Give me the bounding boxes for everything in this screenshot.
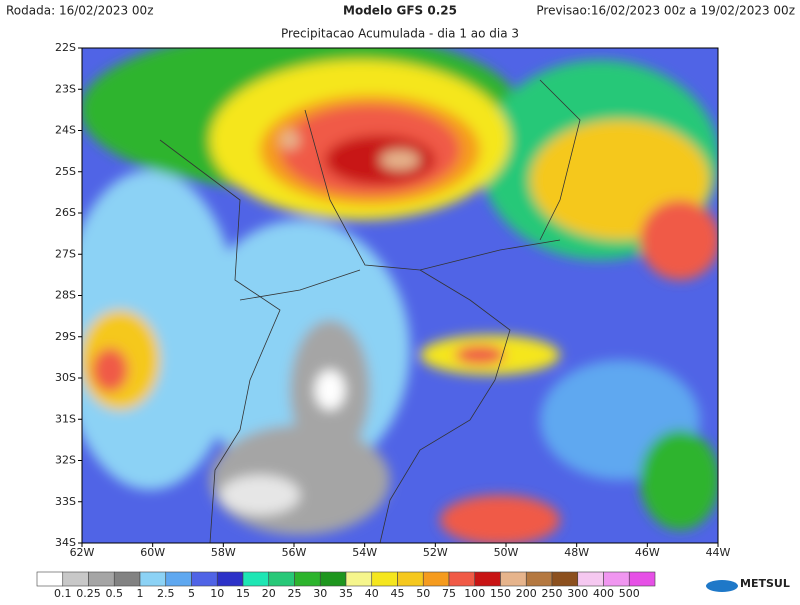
legend-swatch [216,571,244,587]
legend-label: 0.5 [106,587,124,600]
legend-swatch [500,571,527,587]
lon-label: 58W [211,546,236,559]
borders [159,79,581,543]
legend-label: 75 [442,587,456,600]
legend-swatch [603,571,630,587]
legend-swatch [474,571,501,587]
lat-label: 29S [55,330,76,343]
lat-label: 25S [55,165,76,178]
lat-label: 27S [55,247,76,260]
legend-label: 20 [262,587,276,600]
lat-label: 23S [55,82,76,95]
legend-label: 500 [619,587,640,600]
lat-label: 26S [55,206,76,219]
logo: METSUL [740,577,790,590]
legend-swatch [448,571,476,587]
forecast-range: Previsao:16/02/2023 00z a 19/02/2023 00z [536,4,795,18]
legend-swatch [165,571,192,587]
lon-label: 62W [70,546,95,559]
legend-label: 250 [542,587,563,600]
legend-swatch [422,571,450,587]
legend-swatch [628,571,656,587]
lon-label: 60W [140,546,165,559]
lat-label: 32S [55,454,76,467]
legend-label: 10 [210,587,224,600]
rodada: Rodada: 16/02/2023 00z [6,4,154,18]
logo-globe [706,580,738,592]
lon-label: 54W [352,546,377,559]
legend-label: 15 [236,587,250,600]
legend-swatch [62,571,89,587]
legend-swatch [88,571,115,587]
lat-label: 30S [55,371,76,384]
lat-label: 28S [55,289,76,302]
legend-swatch [551,571,579,587]
lat-label: 34S [55,536,76,549]
legend-swatch [319,571,347,587]
lon-label: 48W [564,546,589,559]
lon-label: 52W [423,546,448,559]
legend-swatch [242,571,270,587]
model: Modelo GFS 0.25 [343,4,457,18]
legend-label: 400 [593,587,614,600]
lon-label: 50W [494,546,519,559]
legend-swatch [36,571,64,587]
legend-label: 5 [188,587,195,600]
lon-label: 44W [706,546,731,559]
legend-label: 300 [567,587,588,600]
lon-label: 46W [635,546,660,559]
lat-label: 22S [55,41,76,54]
legend-swatch [139,571,167,587]
lat-label: 33S [55,495,76,508]
legend-swatch [345,571,373,587]
legend-label: 35 [339,587,353,600]
legend-swatch [113,571,141,587]
legend-label: 0.25 [76,587,101,600]
legend-swatch [294,571,321,587]
legend-swatch [268,571,295,587]
legend-swatch [525,571,553,587]
subtitle: Precipitacao Acumulada - dia 1 ao dia 3 [281,27,519,41]
legend-label: 200 [516,587,537,600]
legend-swatch [577,571,604,587]
legend-label: 2.5 [157,587,175,600]
legend-label: 100 [464,587,485,600]
legend-label: 25 [288,587,302,600]
legend-label: 150 [490,587,511,600]
lon-label: 56W [282,546,307,559]
lat-label: 31S [55,412,76,425]
legend-label: 50 [416,587,430,600]
precip-field [82,48,718,543]
legend-label: 1 [137,587,144,600]
legend-swatch [191,571,218,587]
legend-swatch [397,571,424,587]
legend-label: 40 [365,587,379,600]
legend-label: 45 [391,587,405,600]
legend-label: 30 [313,587,327,600]
legend-label: 0.1 [54,587,72,600]
lat-label: 24S [55,124,76,137]
legend-swatch [371,571,398,587]
